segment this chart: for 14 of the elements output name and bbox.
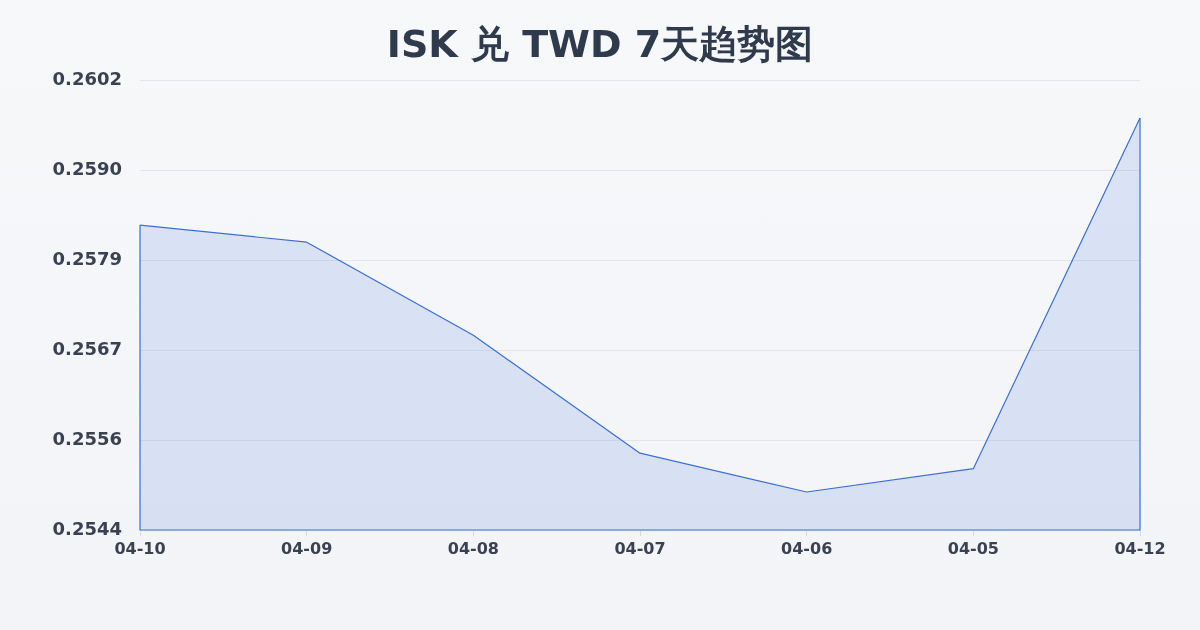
- x-tick-label: 04-09: [281, 538, 333, 558]
- x-tick-label: 04-07: [614, 538, 666, 558]
- y-tick-label: 0.2579: [52, 247, 122, 269]
- x-tick-label: 04-05: [947, 538, 999, 558]
- x-tick-label: 04-06: [781, 538, 833, 558]
- chart-title: ISK 兑 TWD 7天趋势图: [386, 22, 814, 66]
- x-tick-label: 04-10: [114, 538, 166, 558]
- x-tick-label: 04-08: [447, 538, 499, 558]
- y-tick-label: 0.2556: [52, 427, 122, 449]
- x-tick-label: 04-12: [1114, 538, 1166, 558]
- y-tick-label: 0.2544: [52, 517, 122, 539]
- y-tick-label: 0.2567: [52, 337, 122, 359]
- y-tick-label: 0.2602: [52, 67, 122, 89]
- y-tick-label: 0.2590: [52, 157, 122, 179]
